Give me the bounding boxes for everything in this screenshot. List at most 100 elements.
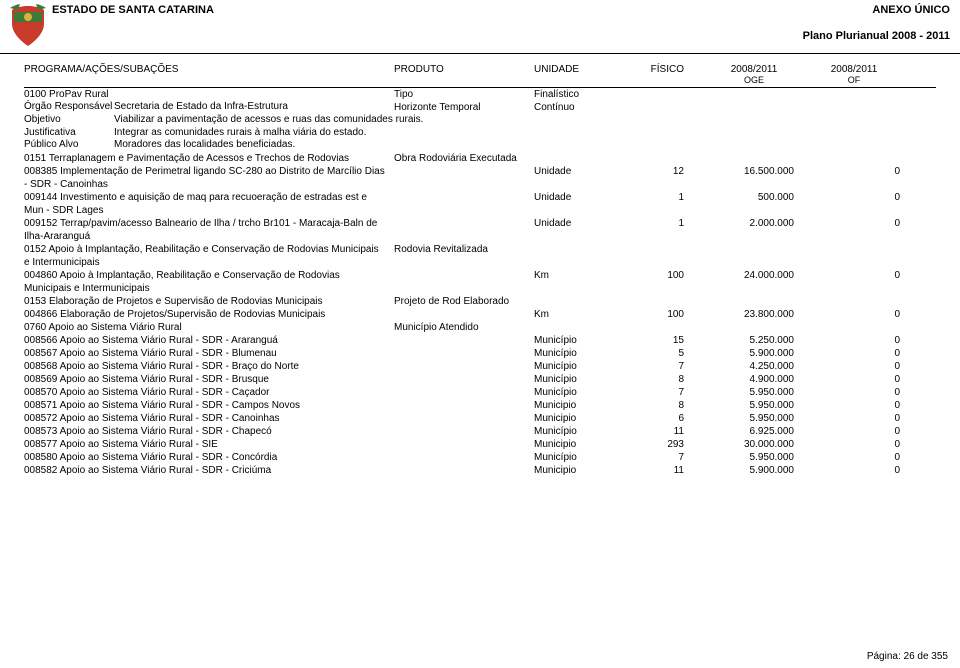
- table-row: 008571 Apoio ao Sistema Viário Rural - S…: [24, 399, 936, 412]
- row-desc: 004866 Elaboração de Projetos/Supervisão…: [24, 308, 394, 321]
- table-row: 004860 Apoio à Implantação, Reabilitação…: [24, 269, 936, 295]
- col-oge-sub: OGE: [704, 75, 804, 85]
- row-unit: Município: [534, 373, 644, 386]
- row-fisico: 1: [644, 217, 704, 243]
- row-desc: 008582 Apoio ao Sistema Viário Rural - S…: [24, 464, 394, 477]
- section-header-row: 0152 Apoio à Implantação, Reabilitação e…: [24, 243, 936, 269]
- sections-container: 0151 Terraplanagem e Pavimentação de Ace…: [24, 152, 936, 477]
- row-fisico: 6: [644, 412, 704, 425]
- row-desc: 004860 Apoio à Implantação, Reabilitação…: [24, 269, 394, 295]
- row-of: 0: [804, 412, 904, 425]
- section-produto: Obra Rodoviária Executada: [394, 152, 534, 165]
- col-programa: PROGRAMA/AÇÕES/SUBAÇÕES: [24, 64, 394, 85]
- row-desc: 008385 Implementação de Perimetral ligan…: [24, 165, 394, 191]
- row-fisico: 100: [644, 308, 704, 321]
- table-row: 008572 Apoio ao Sistema Viário Rural - S…: [24, 412, 936, 425]
- row-desc: 008580 Apoio ao Sistema Viário Rural - S…: [24, 451, 394, 464]
- row-unit: Unidade: [534, 165, 644, 191]
- table-row: 008582 Apoio ao Sistema Viário Rural - S…: [24, 464, 936, 477]
- row-oge: 16.500.000: [704, 165, 804, 191]
- table-row: 008566 Apoio ao Sistema Viário Rural - S…: [24, 334, 936, 347]
- table-row: 008580 Apoio ao Sistema Viário Rural - S…: [24, 451, 936, 464]
- row-fisico: 11: [644, 464, 704, 477]
- section-header-row: 0760 Apoio ao Sistema Viário RuralMunicí…: [24, 321, 936, 334]
- row-unit: Unidade: [534, 191, 644, 217]
- row-of: 0: [804, 425, 904, 438]
- row-desc: 008571 Apoio ao Sistema Viário Rural - S…: [24, 399, 394, 412]
- section-produto: Projeto de Rod Elaborado: [394, 295, 534, 308]
- row-of: 0: [804, 308, 904, 321]
- row-oge: 5.250.000: [704, 334, 804, 347]
- row-desc: 008568 Apoio ao Sistema Viário Rural - S…: [24, 360, 394, 373]
- table-row: 008385 Implementação de Perimetral ligan…: [24, 165, 936, 191]
- row-of: 0: [804, 334, 904, 347]
- page-footer: Página: 26 de 355: [867, 651, 948, 662]
- row-of: 0: [804, 438, 904, 451]
- col-of-sub: OF: [804, 75, 904, 85]
- row-unit: Município: [534, 334, 644, 347]
- program-title-row: 0100 ProPav Rural Tipo Finalístico: [24, 88, 936, 101]
- publico-row: Público Alvo Moradores das localidades b…: [24, 139, 936, 152]
- row-of: 0: [804, 347, 904, 360]
- row-oge: 500.000: [704, 191, 804, 217]
- objetivo-label: Objetivo: [24, 114, 114, 127]
- justificativa-value: Integrar as comunidades rurais à malha v…: [114, 127, 936, 140]
- row-unit: Município: [534, 451, 644, 464]
- table-row: 004866 Elaboração de Projetos/Supervisão…: [24, 308, 936, 321]
- page-header: ESTADO DE SANTA CATARINA ANEXO ÚNICO Pla…: [0, 0, 960, 54]
- orgao-row: Órgão Responsável Secretaria de Estado d…: [24, 101, 936, 114]
- section-header-row: 0151 Terraplanagem e Pavimentação de Ace…: [24, 152, 936, 165]
- row-of: 0: [804, 399, 904, 412]
- horizonte-value: Contínuo: [534, 101, 644, 114]
- plano-label: Plano Plurianual 2008 - 2011: [803, 30, 950, 42]
- row-oge: 5.950.000: [704, 412, 804, 425]
- row-fisico: 1: [644, 191, 704, 217]
- row-fisico: 7: [644, 386, 704, 399]
- row-oge: 30.000.000: [704, 438, 804, 451]
- tipo-value: Finalístico: [534, 88, 644, 101]
- row-unit: Municipio: [534, 412, 644, 425]
- row-unit: Municipio: [534, 399, 644, 412]
- section-produto: Município Atendido: [394, 321, 534, 334]
- row-unit: Km: [534, 308, 644, 321]
- orgao-value: Secretaria de Estado da Infra-Estrutura: [114, 101, 386, 114]
- row-oge: 23.800.000: [704, 308, 804, 321]
- row-desc: 009152 Terrap/pavim/acesso Balneario de …: [24, 217, 394, 243]
- table-row: 008567 Apoio ao Sistema Viário Rural - S…: [24, 347, 936, 360]
- col-of: 2008/2011 OF: [804, 64, 904, 85]
- row-oge: 5.950.000: [704, 399, 804, 412]
- table-row: 008573 Apoio ao Sistema Viário Rural - S…: [24, 425, 936, 438]
- justificativa-label: Justificativa: [24, 127, 114, 140]
- row-unit: Município: [534, 425, 644, 438]
- section-header-row: 0153 Elaboração de Projetos e Supervisão…: [24, 295, 936, 308]
- table-row: 008577 Apoio ao Sistema Viário Rural - S…: [24, 438, 936, 451]
- table-row: 009144 Investimento e aquisição de maq p…: [24, 191, 936, 217]
- row-of: 0: [804, 464, 904, 477]
- section-title: 0152 Apoio à Implantação, Reabilitação e…: [24, 243, 394, 269]
- column-headers: PROGRAMA/AÇÕES/SUBAÇÕES PRODUTO UNIDADE …: [24, 64, 936, 88]
- row-oge: 24.000.000: [704, 269, 804, 295]
- tipo-label: Tipo: [394, 88, 534, 101]
- row-unit: Municipio: [534, 464, 644, 477]
- horizonte-label: Horizonte Temporal: [394, 101, 534, 114]
- row-unit: Município: [534, 360, 644, 373]
- content-area: PROGRAMA/AÇÕES/SUBAÇÕES PRODUTO UNIDADE …: [0, 54, 960, 477]
- publico-label: Público Alvo: [24, 139, 114, 152]
- orgao-label: Órgão Responsável: [24, 101, 114, 114]
- row-fisico: 7: [644, 451, 704, 464]
- row-oge: 5.900.000: [704, 464, 804, 477]
- row-oge: 5.950.000: [704, 386, 804, 399]
- col-produto: PRODUTO: [394, 64, 534, 85]
- row-of: 0: [804, 191, 904, 217]
- row-of: 0: [804, 373, 904, 386]
- row-unit: Município: [534, 347, 644, 360]
- row-fisico: 7: [644, 360, 704, 373]
- row-unit: Km: [534, 269, 644, 295]
- section-title: 0153 Elaboração de Projetos e Supervisão…: [24, 295, 394, 308]
- objetivo-row: Objetivo Viabilizar a pavimentação de ac…: [24, 114, 936, 127]
- state-title: ESTADO DE SANTA CATARINA: [52, 4, 214, 16]
- objetivo-value: Viabilizar a pavimentação de acessos e r…: [114, 114, 936, 127]
- state-crest-icon: [8, 4, 48, 48]
- row-desc: 008566 Apoio ao Sistema Viário Rural - S…: [24, 334, 394, 347]
- row-desc: 008573 Apoio ao Sistema Viário Rural - S…: [24, 425, 394, 438]
